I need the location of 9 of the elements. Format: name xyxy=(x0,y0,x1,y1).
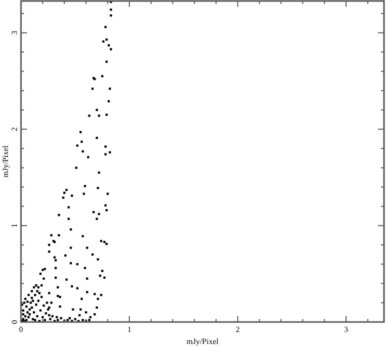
x-tick-label: 1 xyxy=(127,325,132,334)
y-tick-label: 2 xyxy=(10,127,19,132)
x-tick-label: 2 xyxy=(236,325,240,334)
y-tick-label: 0 xyxy=(10,320,19,324)
x-axis-title: mJy/Pixel xyxy=(186,337,220,346)
x-tick-label: 3 xyxy=(344,325,348,334)
y-tick-label: 1 xyxy=(10,224,19,228)
y-axis-title: mJy/Pixel xyxy=(1,144,10,178)
y-tick-label: 3 xyxy=(10,30,19,35)
